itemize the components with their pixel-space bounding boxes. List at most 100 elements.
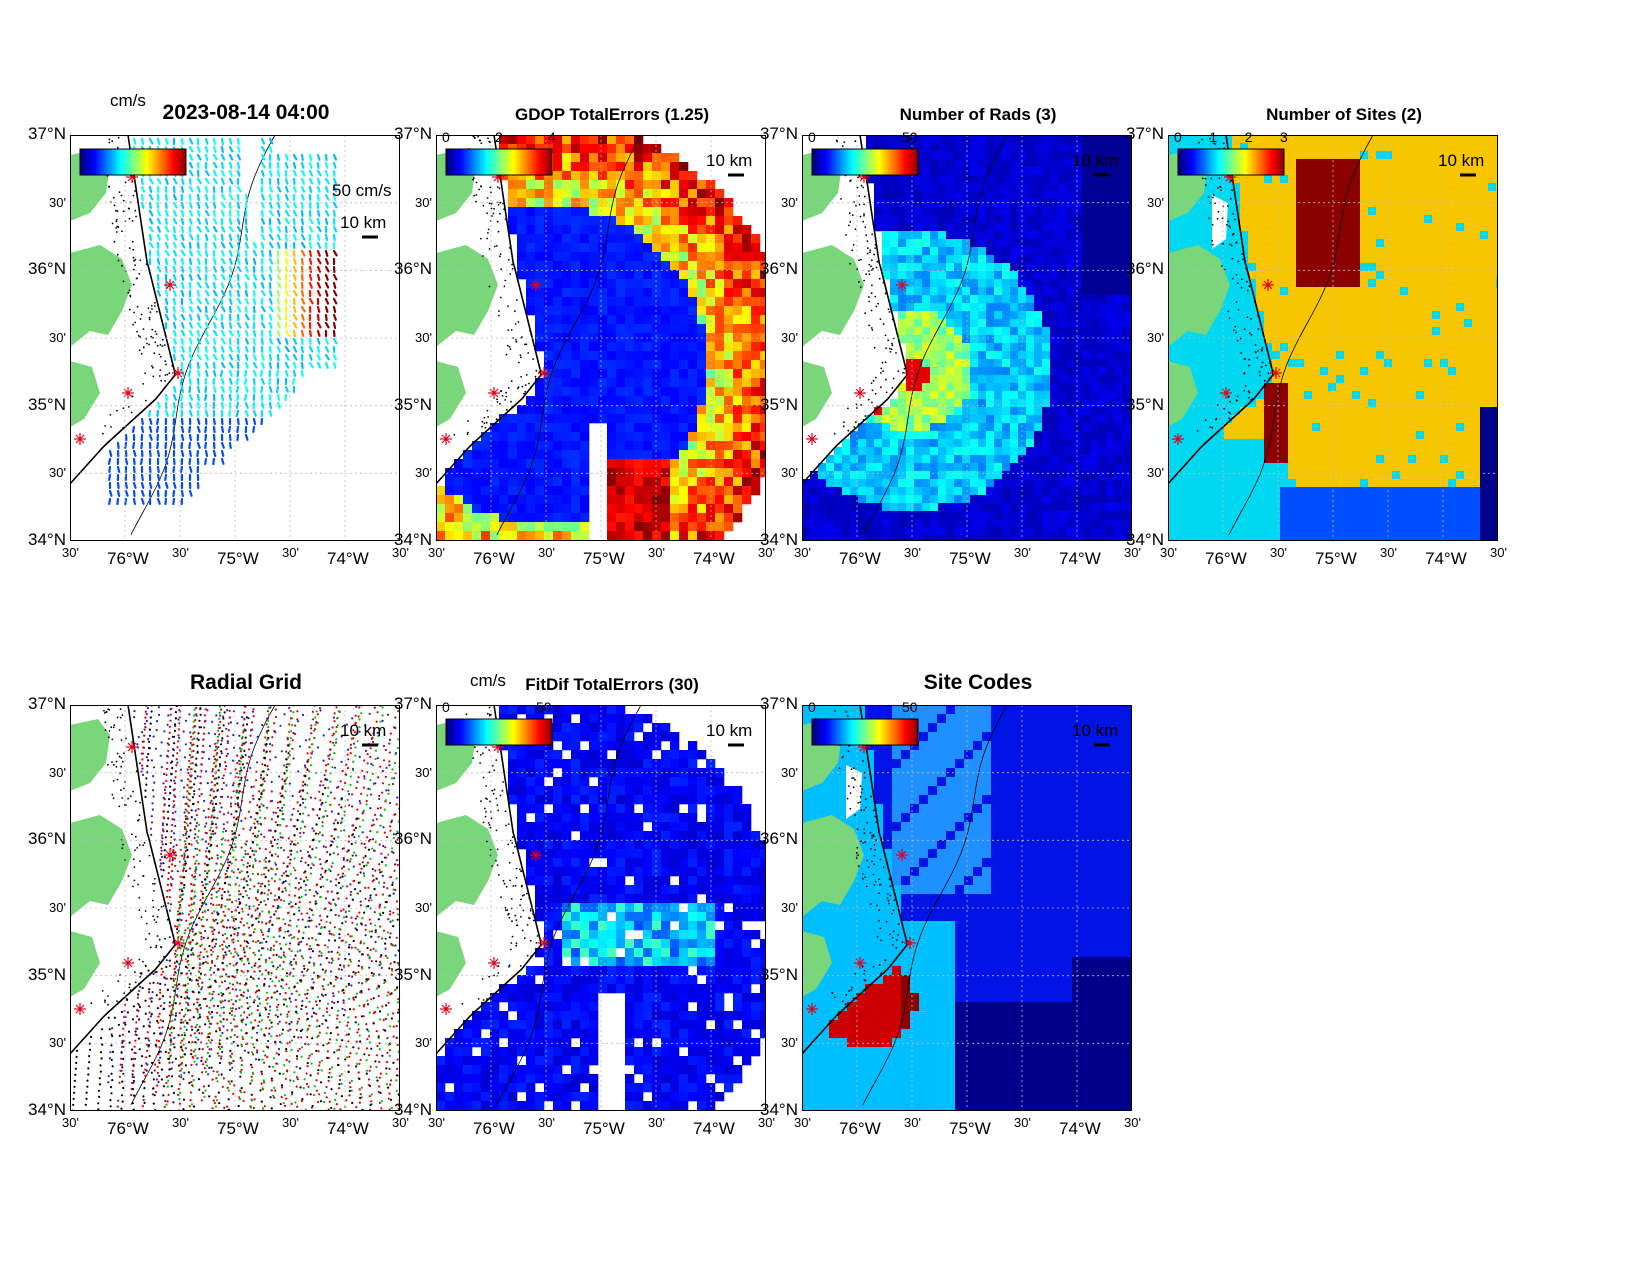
shore-dot	[152, 883, 154, 885]
shore-dot	[133, 987, 136, 989]
scale-bar-label: 10 km	[340, 721, 387, 740]
shore-dot	[164, 334, 167, 336]
units-label: cm/s	[110, 91, 146, 110]
shore-dot	[1221, 265, 1223, 267]
shore-dot	[866, 822, 869, 824]
shore-dot	[168, 922, 171, 924]
shore-dot	[868, 296, 870, 298]
shore-dot	[889, 933, 891, 936]
shore-dot	[493, 245, 496, 248]
shore-dot	[865, 885, 868, 888]
shore-dot	[509, 273, 512, 275]
lat-label: 37°N	[28, 694, 66, 713]
shore-dot	[485, 746, 487, 749]
shore-dot	[521, 884, 523, 887]
lon-label: 75°W	[217, 1119, 259, 1138]
shore-dot	[496, 864, 499, 866]
shore-dot	[1211, 240, 1214, 242]
scale-bar-label: 10 km	[1072, 721, 1119, 740]
lat-label: 37°N	[760, 694, 798, 713]
shore-dot	[845, 711, 848, 713]
shore-dot	[142, 346, 145, 349]
panel-title: Radial Grid	[189, 671, 303, 694]
lon-label: 74°W	[693, 1119, 735, 1138]
shore-dot	[488, 824, 491, 826]
shore-dot	[873, 854, 876, 857]
shore-dot	[161, 338, 164, 341]
shore-dot	[1207, 196, 1210, 198]
shore-dot	[862, 877, 864, 880]
shore-dot	[153, 877, 156, 880]
shore-dot	[849, 221, 852, 223]
shore-dot	[116, 752, 119, 755]
shore-dot	[151, 308, 153, 310]
shore-dot	[1234, 218, 1236, 221]
shore-dot	[121, 760, 124, 763]
lat-label: 36°N	[394, 259, 432, 279]
radar-site-marker	[806, 1003, 818, 1015]
shore-dot	[859, 785, 862, 787]
shore-dot	[844, 1003, 847, 1006]
shore-dot	[477, 135, 479, 138]
shore-dot	[526, 954, 529, 957]
shore-dot	[852, 777, 855, 780]
shore-dot	[862, 873, 864, 875]
shore-dot	[138, 909, 141, 911]
shore-dot	[863, 776, 866, 779]
shore-dot	[888, 878, 891, 881]
shore-dot	[850, 768, 853, 770]
colorbar-tick-label: 0	[442, 129, 450, 145]
panel-gdop-total-errors: GDOP TotalErrors (1.25) 37°N 30' 36°N 30' 35…	[394, 105, 788, 568]
shore-dot	[122, 199, 125, 202]
shore-dot	[505, 824, 507, 827]
shore-dot	[511, 920, 513, 923]
scale-bar-label: 10 km	[340, 213, 387, 232]
shore-dot	[129, 295, 132, 298]
shore-dot	[843, 141, 846, 143]
shore-dot	[508, 916, 511, 919]
shore-dot	[135, 770, 138, 773]
shore-dot	[498, 187, 501, 190]
shore-dot	[164, 380, 166, 382]
shore-dot	[517, 387, 519, 390]
shore-dot	[1265, 364, 1267, 367]
shore-dot	[111, 222, 114, 225]
lon-minute-label: 30'	[392, 545, 409, 560]
shore-dot	[1243, 389, 1245, 392]
shore-dot	[519, 868, 521, 871]
radar-site-marker	[896, 279, 908, 291]
lon-minute-label: 30'	[282, 1115, 299, 1130]
shore-dot	[507, 329, 510, 331]
shore-dot	[128, 983, 131, 986]
shore-dot	[529, 909, 532, 912]
shore-dot	[892, 377, 895, 380]
shore-dot	[877, 302, 879, 305]
shore-dot	[884, 959, 887, 962]
lat-label: 36°N	[394, 829, 432, 849]
shore-dot	[888, 902, 890, 905]
shore-dot	[1239, 337, 1242, 340]
shore-dot	[532, 919, 535, 922]
shore-dot	[860, 791, 863, 794]
shore-dot	[110, 426, 112, 428]
shore-dot	[172, 940, 175, 943]
shore-dot	[1258, 371, 1261, 373]
shore-dot	[121, 264, 123, 267]
shore-dot	[116, 1000, 118, 1002]
shore-dot	[1241, 278, 1243, 281]
shore-dot	[869, 251, 871, 254]
shore-dot	[1257, 315, 1260, 318]
shore-dot	[874, 815, 876, 818]
shore-dot	[132, 740, 135, 743]
shore-dot	[514, 323, 517, 325]
shore-dot	[524, 384, 527, 386]
shore-dot	[475, 181, 478, 184]
coastline	[436, 705, 542, 1056]
shore-dot	[1261, 361, 1264, 364]
shore-dot	[903, 367, 906, 370]
shore-dot	[1230, 244, 1233, 247]
shore-dot	[853, 426, 856, 428]
shore-dot	[127, 797, 129, 800]
lat-minute-label: 30'	[49, 764, 66, 780]
shore-dot	[153, 919, 156, 921]
